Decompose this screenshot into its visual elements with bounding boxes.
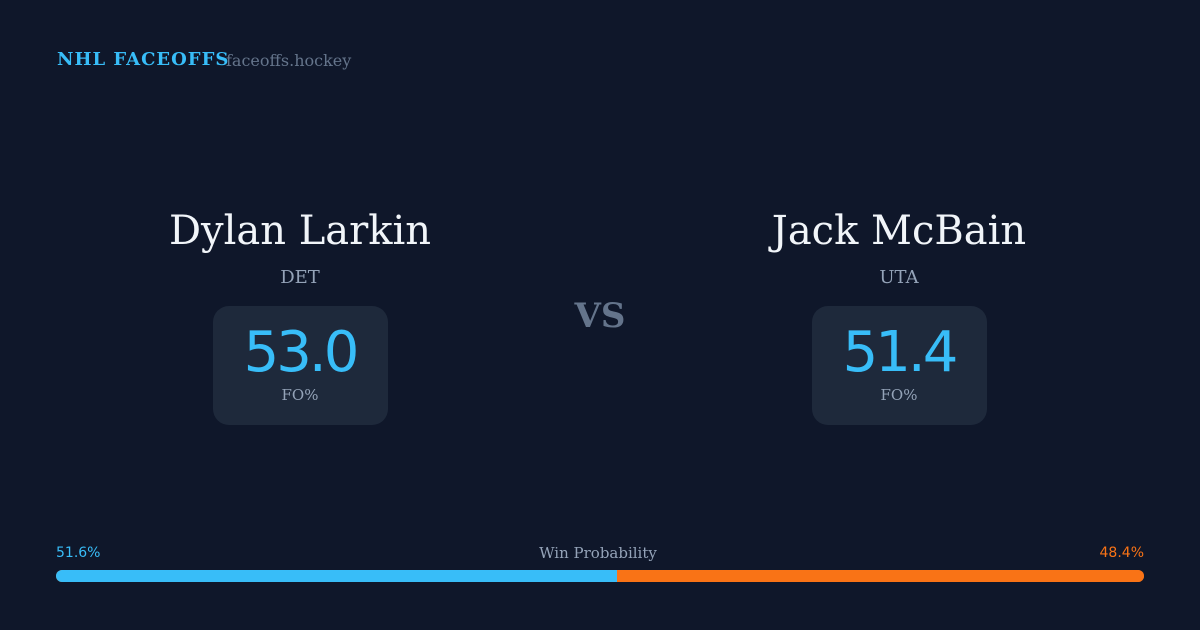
win-prob-label: Win Probability bbox=[539, 544, 657, 562]
fo-pct-label: FO% bbox=[281, 386, 319, 404]
vs-label: VS bbox=[574, 296, 626, 336]
fo-pct-value: 51.4 bbox=[842, 320, 959, 385]
site-url: faceoffs.hockey bbox=[226, 51, 352, 70]
fo-pct-value: 53.0 bbox=[243, 320, 360, 385]
player-right: Jack McBain UTA 51.4 FO% bbox=[719, 205, 1079, 425]
player-team: UTA bbox=[879, 267, 919, 288]
player-name: Dylan Larkin bbox=[168, 208, 432, 254]
win-prob-bar bbox=[56, 570, 1144, 582]
win-prob-right: 48.4% bbox=[1099, 545, 1144, 561]
player-name: Jack McBain bbox=[771, 208, 1027, 254]
player-team: DET bbox=[280, 267, 320, 288]
win-prob-bar-left bbox=[56, 570, 618, 582]
brand-title: NHL FACEOFFS bbox=[57, 49, 230, 70]
player-left: Dylan Larkin DET 53.0 FO% bbox=[120, 205, 480, 425]
fo-pct-label: FO% bbox=[880, 386, 918, 404]
fo-stat-card: 53.0 FO% bbox=[212, 306, 388, 425]
win-prob-bar-right bbox=[617, 570, 1144, 582]
fo-stat-card: 51.4 FO% bbox=[811, 306, 987, 425]
win-prob-left: 51.6% bbox=[56, 545, 101, 561]
